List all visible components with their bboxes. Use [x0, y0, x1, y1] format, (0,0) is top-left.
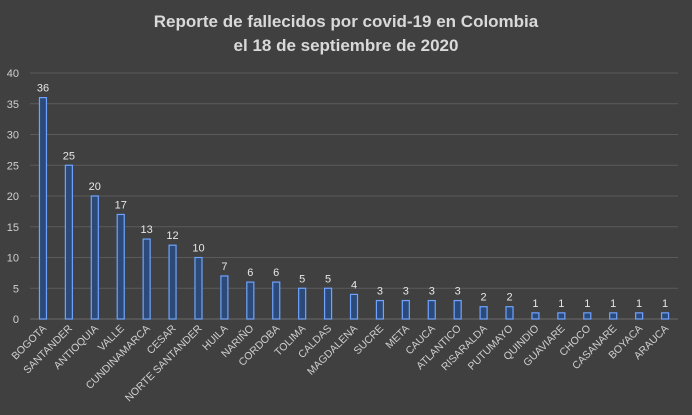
- y-tick-label: 5: [13, 283, 19, 295]
- y-tick-label: 0: [13, 314, 19, 326]
- bar-cesar: [168, 244, 177, 320]
- bar-caldas: [323, 287, 333, 320]
- y-tick-label: 20: [7, 191, 19, 203]
- bar-quindio: [531, 312, 540, 320]
- data-label: 36: [37, 83, 49, 95]
- y-tick-label: 15: [7, 222, 19, 234]
- data-label: 17: [115, 199, 127, 211]
- bars: [38, 96, 670, 320]
- chart-title-line-1: Reporte de fallecidos por covid-19 en Co…: [154, 12, 539, 31]
- data-labels: 36 25 20 17 13 12 10 7 6 6 5 5 4 3 3 3 3 2 2 1 1 1 1 1 1: [37, 83, 668, 310]
- bar-guaviare: [557, 312, 566, 320]
- data-label: 3: [377, 286, 383, 298]
- data-label: 1: [636, 298, 642, 310]
- data-label: 1: [558, 298, 564, 310]
- data-label: 1: [584, 298, 590, 310]
- bar-risaralda: [479, 306, 488, 320]
- y-tick-label: 40: [7, 68, 19, 80]
- data-label: 13: [141, 224, 153, 236]
- bar-magdalena: [349, 293, 359, 320]
- bar-boyaca: [635, 312, 644, 320]
- data-label: 20: [89, 181, 101, 193]
- data-label: 5: [299, 273, 305, 285]
- bar-huila: [220, 275, 229, 320]
- bar-meta: [401, 299, 410, 320]
- data-label: 3: [403, 286, 409, 298]
- data-label: 10: [192, 243, 204, 255]
- bar-tolima: [298, 287, 307, 320]
- data-label: 2: [506, 292, 512, 304]
- chart-title-line-2: el 18 de septiembre de 2020: [234, 36, 459, 55]
- bar-casanare: [609, 312, 618, 320]
- bar-putumayo: [505, 306, 514, 320]
- bar-atlantico: [453, 299, 462, 320]
- data-label: 7: [221, 261, 227, 273]
- y-tick-label: 10: [7, 253, 19, 265]
- x-axis-category-labels: BOGOTASANTANDERANTIOQUIAVALLECUNDINAMARC…: [9, 322, 671, 404]
- data-label: 1: [532, 298, 538, 310]
- data-label: 1: [610, 298, 616, 310]
- data-label: 25: [63, 150, 75, 162]
- data-label: 1: [662, 298, 668, 310]
- data-label: 3: [429, 286, 435, 298]
- y-tick-label: 35: [7, 99, 19, 111]
- data-label: 6: [273, 267, 279, 279]
- bar-valle: [116, 213, 125, 320]
- bar-cundinamarca: [142, 238, 151, 320]
- data-label: 6: [247, 267, 253, 279]
- bar-arauca: [660, 312, 670, 320]
- data-label: 5: [325, 273, 331, 285]
- data-label: 12: [166, 230, 178, 242]
- bar-cordoba: [272, 281, 281, 320]
- bar-choco: [583, 312, 592, 320]
- data-label: 2: [481, 292, 487, 304]
- bar-norte-santander: [194, 256, 203, 320]
- y-tick-label: 25: [7, 160, 19, 172]
- bar-santander: [64, 164, 73, 320]
- bar-antioquia: [90, 195, 99, 320]
- data-label: 3: [455, 286, 461, 298]
- y-tick-label: 30: [7, 130, 19, 142]
- bar-bogota: [38, 96, 48, 320]
- bar-sucre: [375, 299, 385, 320]
- bar-nariño: [246, 281, 255, 320]
- y-axis-tick-labels: 0 5 10 15 20 25 30 35 40: [7, 68, 19, 326]
- bar-cauca: [427, 299, 436, 320]
- data-label: 4: [351, 279, 357, 291]
- gridlines: [30, 72, 678, 320]
